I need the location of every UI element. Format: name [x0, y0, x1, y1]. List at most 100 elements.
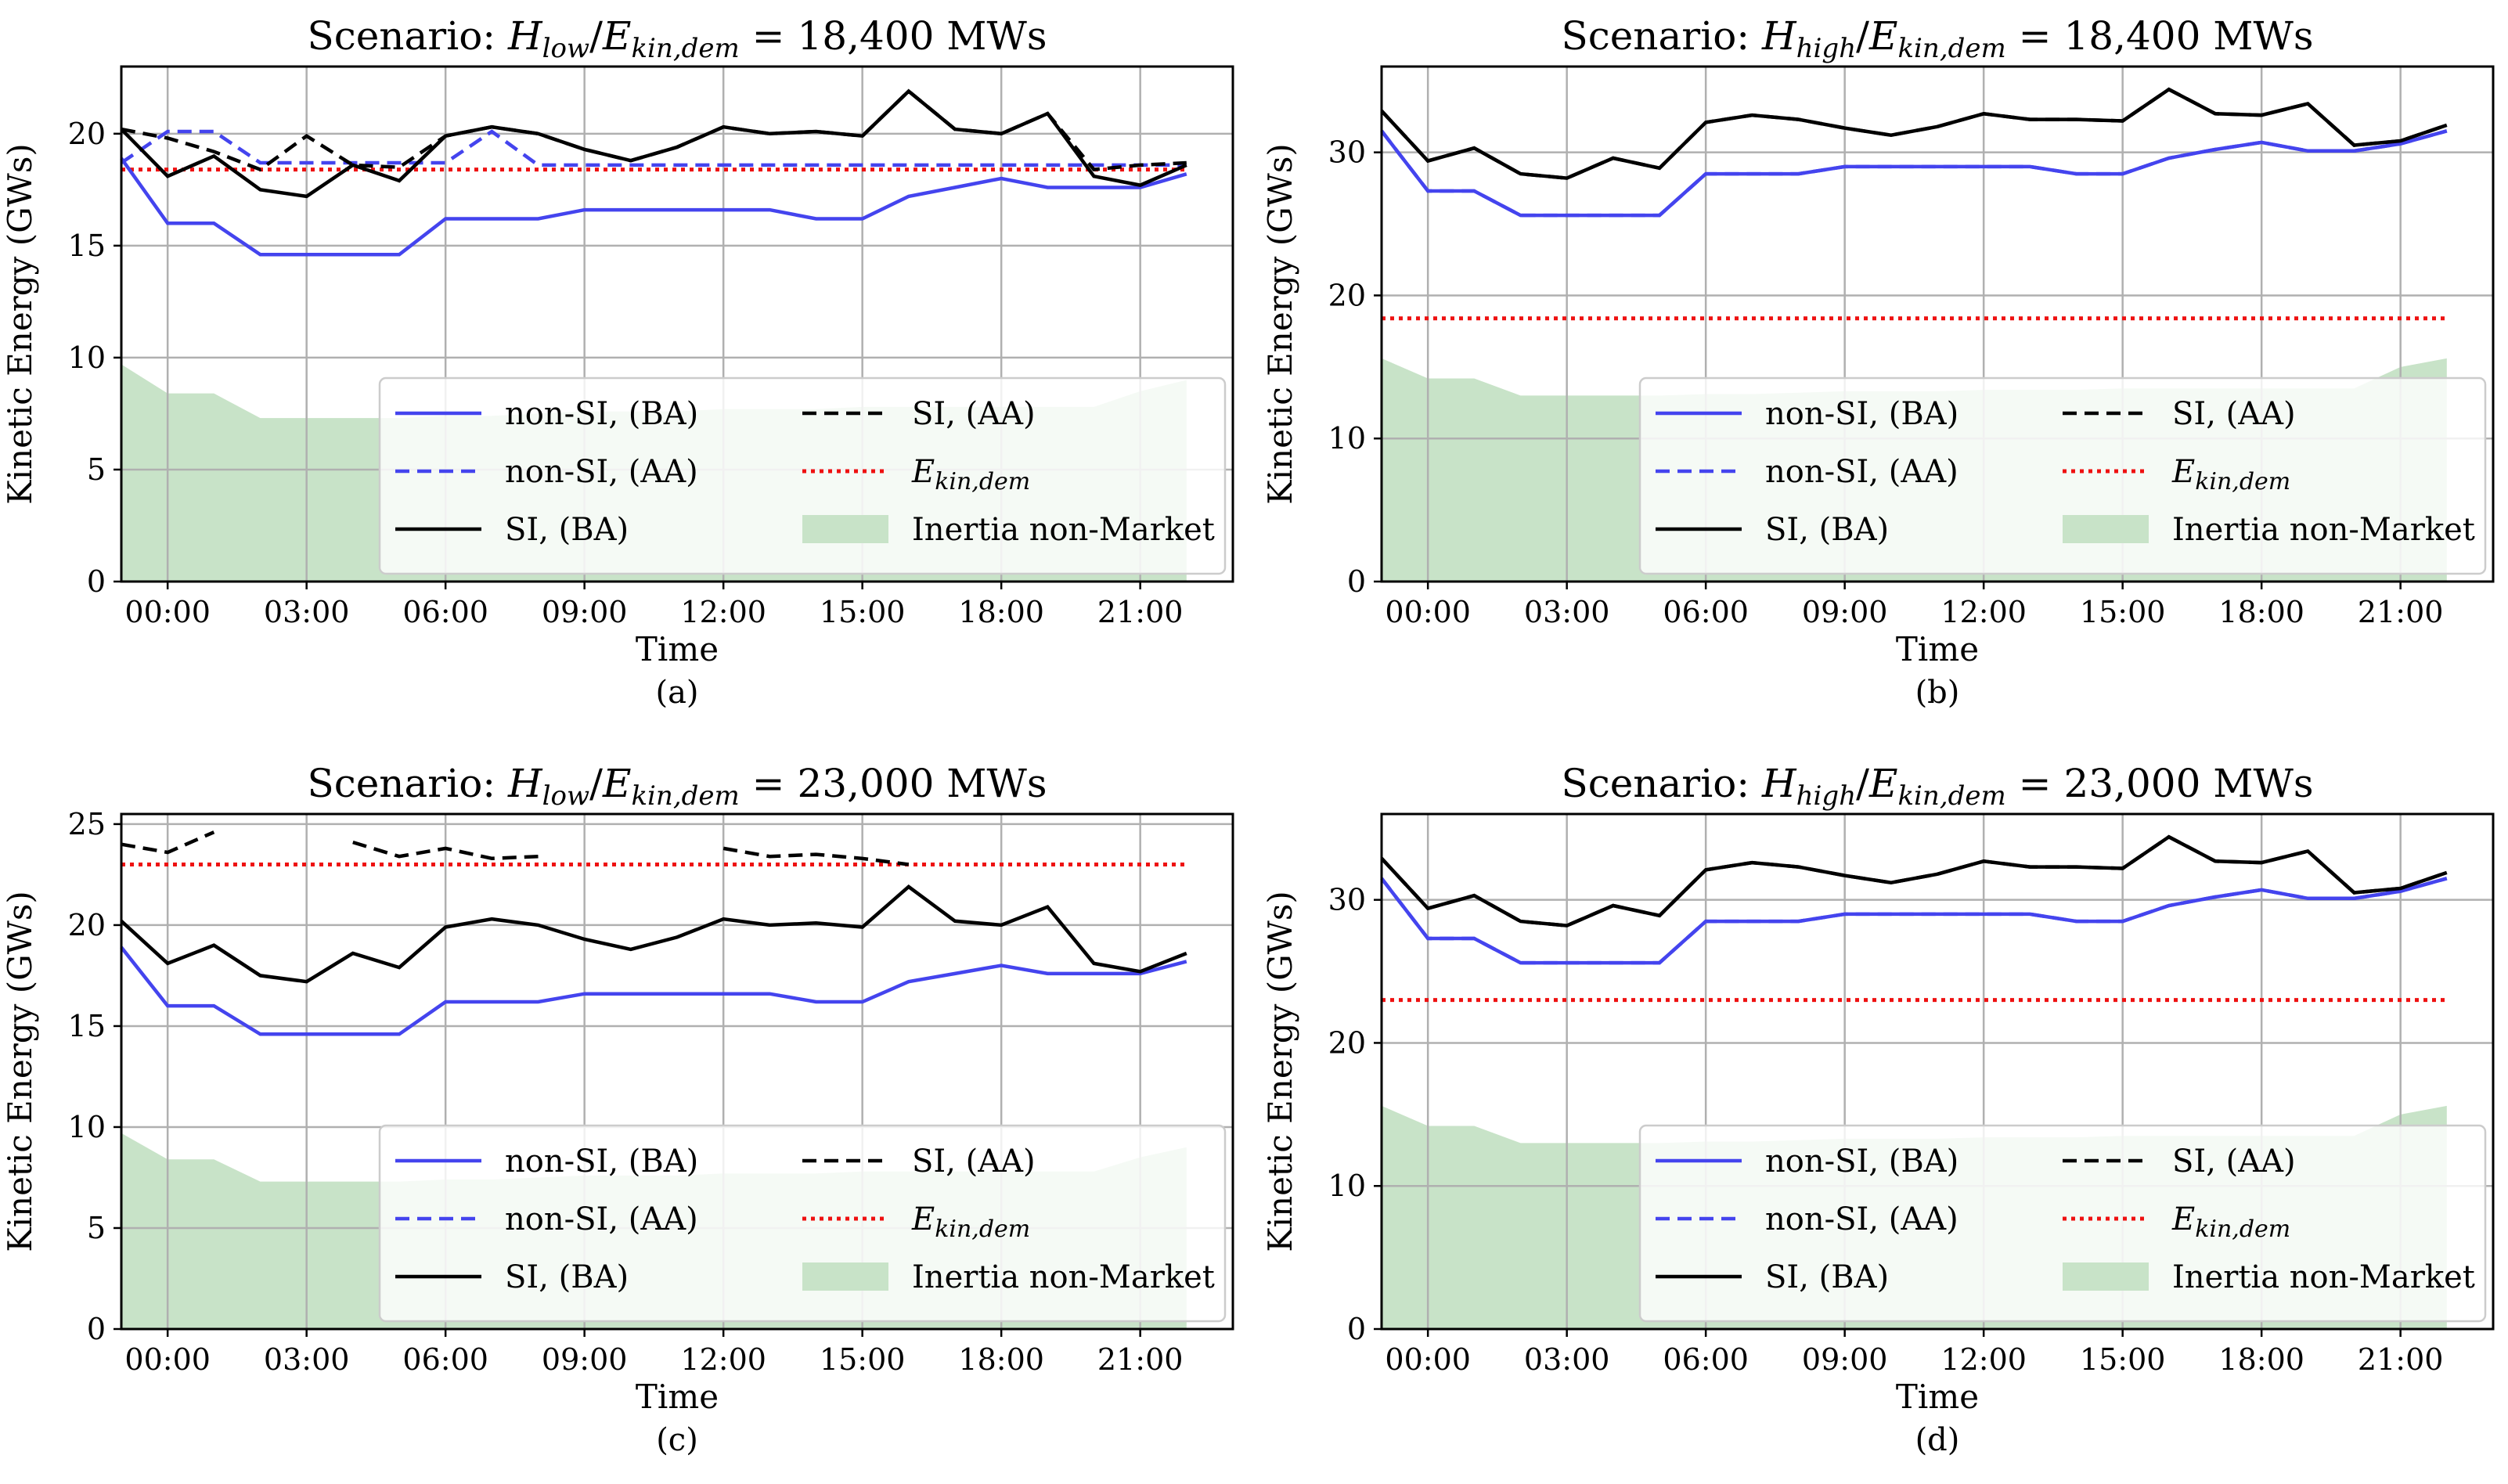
subcaption: (c) — [656, 1422, 698, 1458]
y-tick-label: 10 — [1328, 1169, 1366, 1203]
y-tick-label: 10 — [1328, 421, 1366, 456]
legend-box — [1638, 376, 2487, 575]
x-tick-label: 09:00 — [542, 1342, 628, 1377]
y-tick-label: 20 — [1328, 278, 1366, 312]
legend-label-si-ba: SI, (BA) — [1765, 512, 1889, 548]
legend-label-main: E — [2171, 454, 2195, 490]
legend-label-nonsi-ba: non-SI, (BA) — [505, 1144, 698, 1180]
x-tick-label: 15:00 — [2080, 595, 2166, 629]
chart-panel-d: 00:00 03:00 06:00 09:00 12:00 15:00 18:00 21:00… — [1261, 761, 2495, 1458]
x-tick-label: 18:00 — [2218, 1342, 2304, 1377]
x-tick-label: 12:00 — [680, 595, 766, 629]
series-line-si-aa — [121, 830, 215, 855]
chart-title: Scenario: Hhigh/Ekin,dem = 18,400 MWs — [1561, 13, 2313, 64]
legend-label-inertia: Inertia non-Market — [912, 512, 1215, 548]
y-tick-label: 10 — [68, 1110, 106, 1144]
chart-title: Scenario: Hlow/Ekin,dem = 23,000 MWs — [307, 761, 1047, 812]
y-tick-label: 30 — [1328, 883, 1366, 917]
chart-title: Scenario: Hhigh/Ekin,dem = 23,000 MWs — [1561, 761, 2313, 812]
x-tick-label: 15:00 — [820, 1342, 906, 1377]
legend-label-si-ba: SI, (BA) — [505, 512, 629, 548]
legend-label-si-aa: SI, (AA) — [912, 396, 1036, 432]
series-line-nonsi-ba — [120, 157, 1187, 257]
x-axis-label: Time — [636, 630, 719, 668]
title-prefix: Scenario: — [307, 761, 508, 806]
legend-label-demand: Ekin,dem — [911, 454, 1030, 495]
x-tick-label: 00:00 — [1385, 1342, 1471, 1377]
x-tick-label: 09:00 — [1802, 1342, 1888, 1377]
title-slash: / — [589, 761, 603, 806]
legend-label-si-aa: SI, (AA) — [2172, 396, 2296, 432]
x-tick-label: 06:00 — [402, 595, 488, 629]
title-slash: / — [1856, 13, 1869, 59]
subcaption: (b) — [1915, 675, 1960, 711]
chart-title: Scenario: Hlow/Ekin,dem = 18,400 MWs — [307, 13, 1047, 64]
y-tick-label: 5 — [87, 1211, 106, 1245]
legend-swatch-inertia — [2063, 1262, 2149, 1291]
title-e-sub: kin,dem — [631, 780, 739, 812]
legend-label-si-ba: SI, (BA) — [505, 1259, 629, 1295]
x-tick-label: 21:00 — [2358, 595, 2444, 629]
series-line-nonsi-ba — [1380, 129, 2448, 218]
legend: non-SI, (BA) non-SI, (AA) SI, (BA) SI, (AA)… — [378, 376, 1227, 575]
y-axis-label: Kinetic Energy (GWs) — [1261, 143, 1299, 505]
x-tick-label: 21:00 — [2358, 1342, 2444, 1377]
x-tick-label: 15:00 — [2080, 1342, 2166, 1377]
y-axis-label: Kinetic Energy (GWs) — [1261, 891, 1299, 1252]
y-axis-label: Kinetic Energy (GWs) — [1, 143, 39, 505]
legend-label-nonsi-ba: non-SI, (BA) — [1765, 396, 1958, 432]
legend-label-si-aa: SI, (AA) — [2172, 1144, 2296, 1180]
title-h-sub: low — [542, 33, 589, 64]
y-tick-label: 10 — [68, 340, 106, 375]
legend-box — [1638, 1124, 2487, 1323]
x-tick-label: 18:00 — [958, 1342, 1044, 1377]
title-h: H — [1761, 761, 1797, 806]
x-tick-label: 00:00 — [124, 595, 211, 629]
x-axis-label: Time — [1896, 630, 1979, 668]
x-axis-label: Time — [636, 1378, 719, 1416]
legend: non-SI, (BA) non-SI, (AA) SI, (BA) SI, (AA)… — [378, 1124, 1227, 1323]
title-value: = 23,000 MWs — [740, 761, 1047, 806]
x-axis-label: Time — [1896, 1378, 1979, 1416]
x-tick-label: 03:00 — [264, 1342, 350, 1377]
y-tick-label: 5 — [87, 452, 106, 487]
x-tick-label: 09:00 — [1802, 595, 1888, 629]
series-line-si-aa — [722, 846, 910, 866]
title-prefix: Scenario: — [1561, 761, 1762, 806]
y-tick-label: 15 — [68, 1009, 106, 1043]
axes-frame — [120, 812, 1234, 1331]
legend-label-demand: Ekin,dem — [911, 1201, 1030, 1243]
title-h: H — [1761, 13, 1797, 59]
legend: non-SI, (BA) non-SI, (AA) SI, (BA) SI, (AA)… — [1638, 376, 2487, 575]
title-e-sub: kin,dem — [1897, 33, 2005, 64]
series-line-nonsi-aa — [120, 129, 1187, 167]
chart-panel-c: 00:00 03:00 06:00 09:00 12:00 15:00 18:00 21:00… — [1, 761, 1234, 1458]
legend-label-nonsi-ba: non-SI, (BA) — [505, 396, 698, 432]
title-h: H — [507, 761, 543, 806]
title-value: = 18,400 MWs — [2006, 13, 2314, 59]
title-e: E — [602, 761, 632, 806]
legend-label-nonsi-aa: non-SI, (AA) — [1765, 1201, 1958, 1237]
series-line-nonsi-ba — [1380, 877, 2448, 965]
title-e-sub: kin,dem — [631, 33, 739, 64]
y-tick-label: 0 — [87, 564, 106, 599]
x-tick-label: 00:00 — [124, 1342, 211, 1377]
title-slash: / — [1856, 761, 1869, 806]
series-line-si-ba — [1380, 834, 2448, 928]
x-tick-label: 18:00 — [2218, 595, 2304, 629]
title-e: E — [602, 13, 632, 59]
title-e-sub: kin,dem — [1897, 780, 2005, 812]
y-tick-label: 15 — [68, 229, 106, 263]
y-tick-label: 30 — [1328, 135, 1366, 170]
x-tick-label: 06:00 — [1663, 1342, 1749, 1377]
legend-label-sub: kin,dem — [2195, 468, 2290, 495]
legend-swatch-inertia — [802, 1262, 888, 1291]
y-axis-label: Kinetic Energy (GWs) — [1, 891, 39, 1252]
axes-frame — [1380, 812, 2495, 1331]
x-tick-label: 21:00 — [1097, 595, 1184, 629]
x-tick-label: 15:00 — [820, 595, 906, 629]
title-h: H — [507, 13, 543, 59]
legend: non-SI, (BA) non-SI, (AA) SI, (BA) SI, (AA)… — [1638, 1124, 2487, 1323]
x-tick-label: 06:00 — [1663, 595, 1749, 629]
